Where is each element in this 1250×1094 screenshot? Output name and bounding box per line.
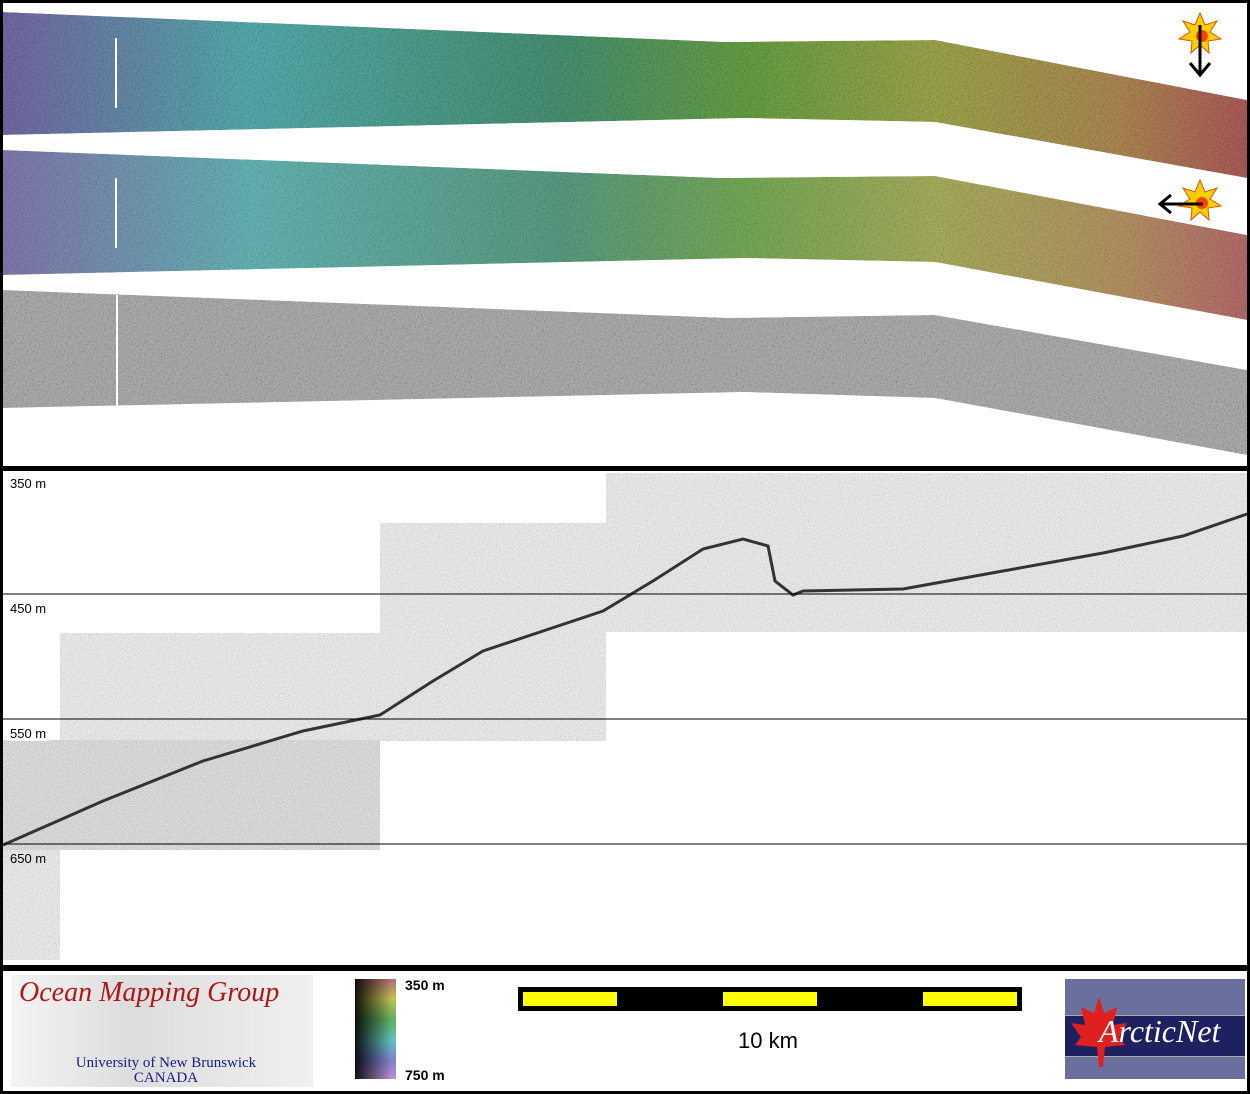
colorbar-top-label: 350 m [405, 977, 445, 993]
plan-view-panel [3, 3, 1247, 466]
arrow-left-icon [1157, 193, 1203, 215]
omg-title: Ocean Mapping Group [19, 977, 280, 1008]
arrow-down-icon [1188, 25, 1212, 78]
omg-country: CANADA [133, 1070, 199, 1086]
bathymetry-strip-north-lit [3, 12, 1247, 178]
seafloor-reflector [3, 512, 1247, 847]
ocean-mapping-group-logo: Ocean Mapping Group University of New Br… [11, 975, 313, 1087]
legend-panel: Ocean Mapping Group University of New Br… [3, 971, 1247, 1091]
sun-icon [1177, 178, 1223, 222]
omg-university: University of New Brunswick [75, 1055, 257, 1071]
scale-bar-label: 10 km [738, 1028, 798, 1053]
maple-leaf-icon [1071, 997, 1127, 1067]
sub-bottom-profile [3, 473, 1247, 960]
profile-segments [3, 473, 1247, 960]
bathymetry-strip-east-lit [3, 150, 1247, 320]
depth-label-350: 350 m [7, 476, 50, 491]
swath-strips [3, 11, 1247, 455]
depth-label-450: 450 m [7, 601, 50, 616]
arcticnet-logo: ArcticNet [1065, 979, 1245, 1079]
colorbar-bottom-label: 750 m [405, 1067, 445, 1083]
backscatter-strip [3, 290, 1247, 455]
depth-colorbar [355, 979, 396, 1079]
scale-bar [518, 987, 1022, 1011]
depth-label-650: 650 m [10, 851, 47, 866]
depth-profile-panel: 350 m 450 m 550 m 650 m [3, 471, 1247, 965]
arcticnet-text: ArcticNet [1099, 1013, 1221, 1049]
depth-label-550: 550 m [7, 726, 50, 741]
